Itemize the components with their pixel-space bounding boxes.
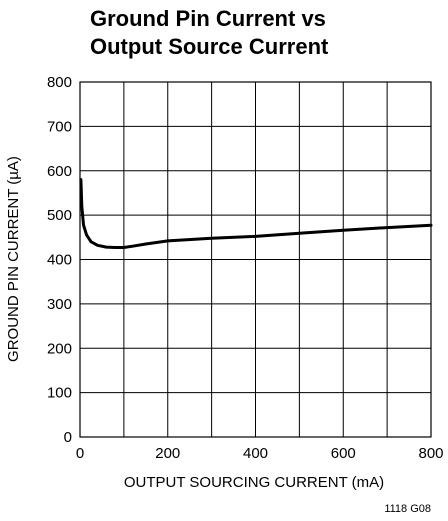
y-tick-label: 600 xyxy=(47,163,72,180)
chart-title-line-1: Ground Pin Current vs xyxy=(90,6,326,31)
y-tick-label: 700 xyxy=(47,118,72,135)
x-tick-label: 800 xyxy=(418,445,443,462)
y-axis-label: GROUND PIN CURRENT (µA) xyxy=(5,156,22,362)
y-tick-label: 0 xyxy=(64,429,72,446)
x-tick-labels: 0 200 400 600 800 xyxy=(76,445,444,462)
figure-id: 1118 G08 xyxy=(384,503,431,515)
y-tick-label: 200 xyxy=(47,340,72,357)
x-tick-label: 200 xyxy=(155,445,180,462)
x-tick-label: 0 xyxy=(76,445,84,462)
x-tick-label: 600 xyxy=(331,445,356,462)
y-tick-label: 500 xyxy=(47,207,72,224)
y-tick-label: 400 xyxy=(47,252,72,269)
grid xyxy=(80,82,431,437)
y-tick-label: 800 xyxy=(47,74,72,91)
y-tick-label: 300 xyxy=(47,296,72,313)
y-tick-label: 100 xyxy=(47,385,72,402)
ground-pin-current-line xyxy=(79,178,433,249)
x-tick-label: 400 xyxy=(243,445,268,462)
y-tick-labels: 0 100 200 300 400 500 600 700 800 xyxy=(47,74,72,446)
x-axis-label: OUTPUT SOURCING CURRENT (mA) xyxy=(124,474,384,491)
chart-title-line-2: Output Source Current xyxy=(90,34,329,59)
plot-frame xyxy=(79,81,432,438)
series-group xyxy=(79,178,433,249)
